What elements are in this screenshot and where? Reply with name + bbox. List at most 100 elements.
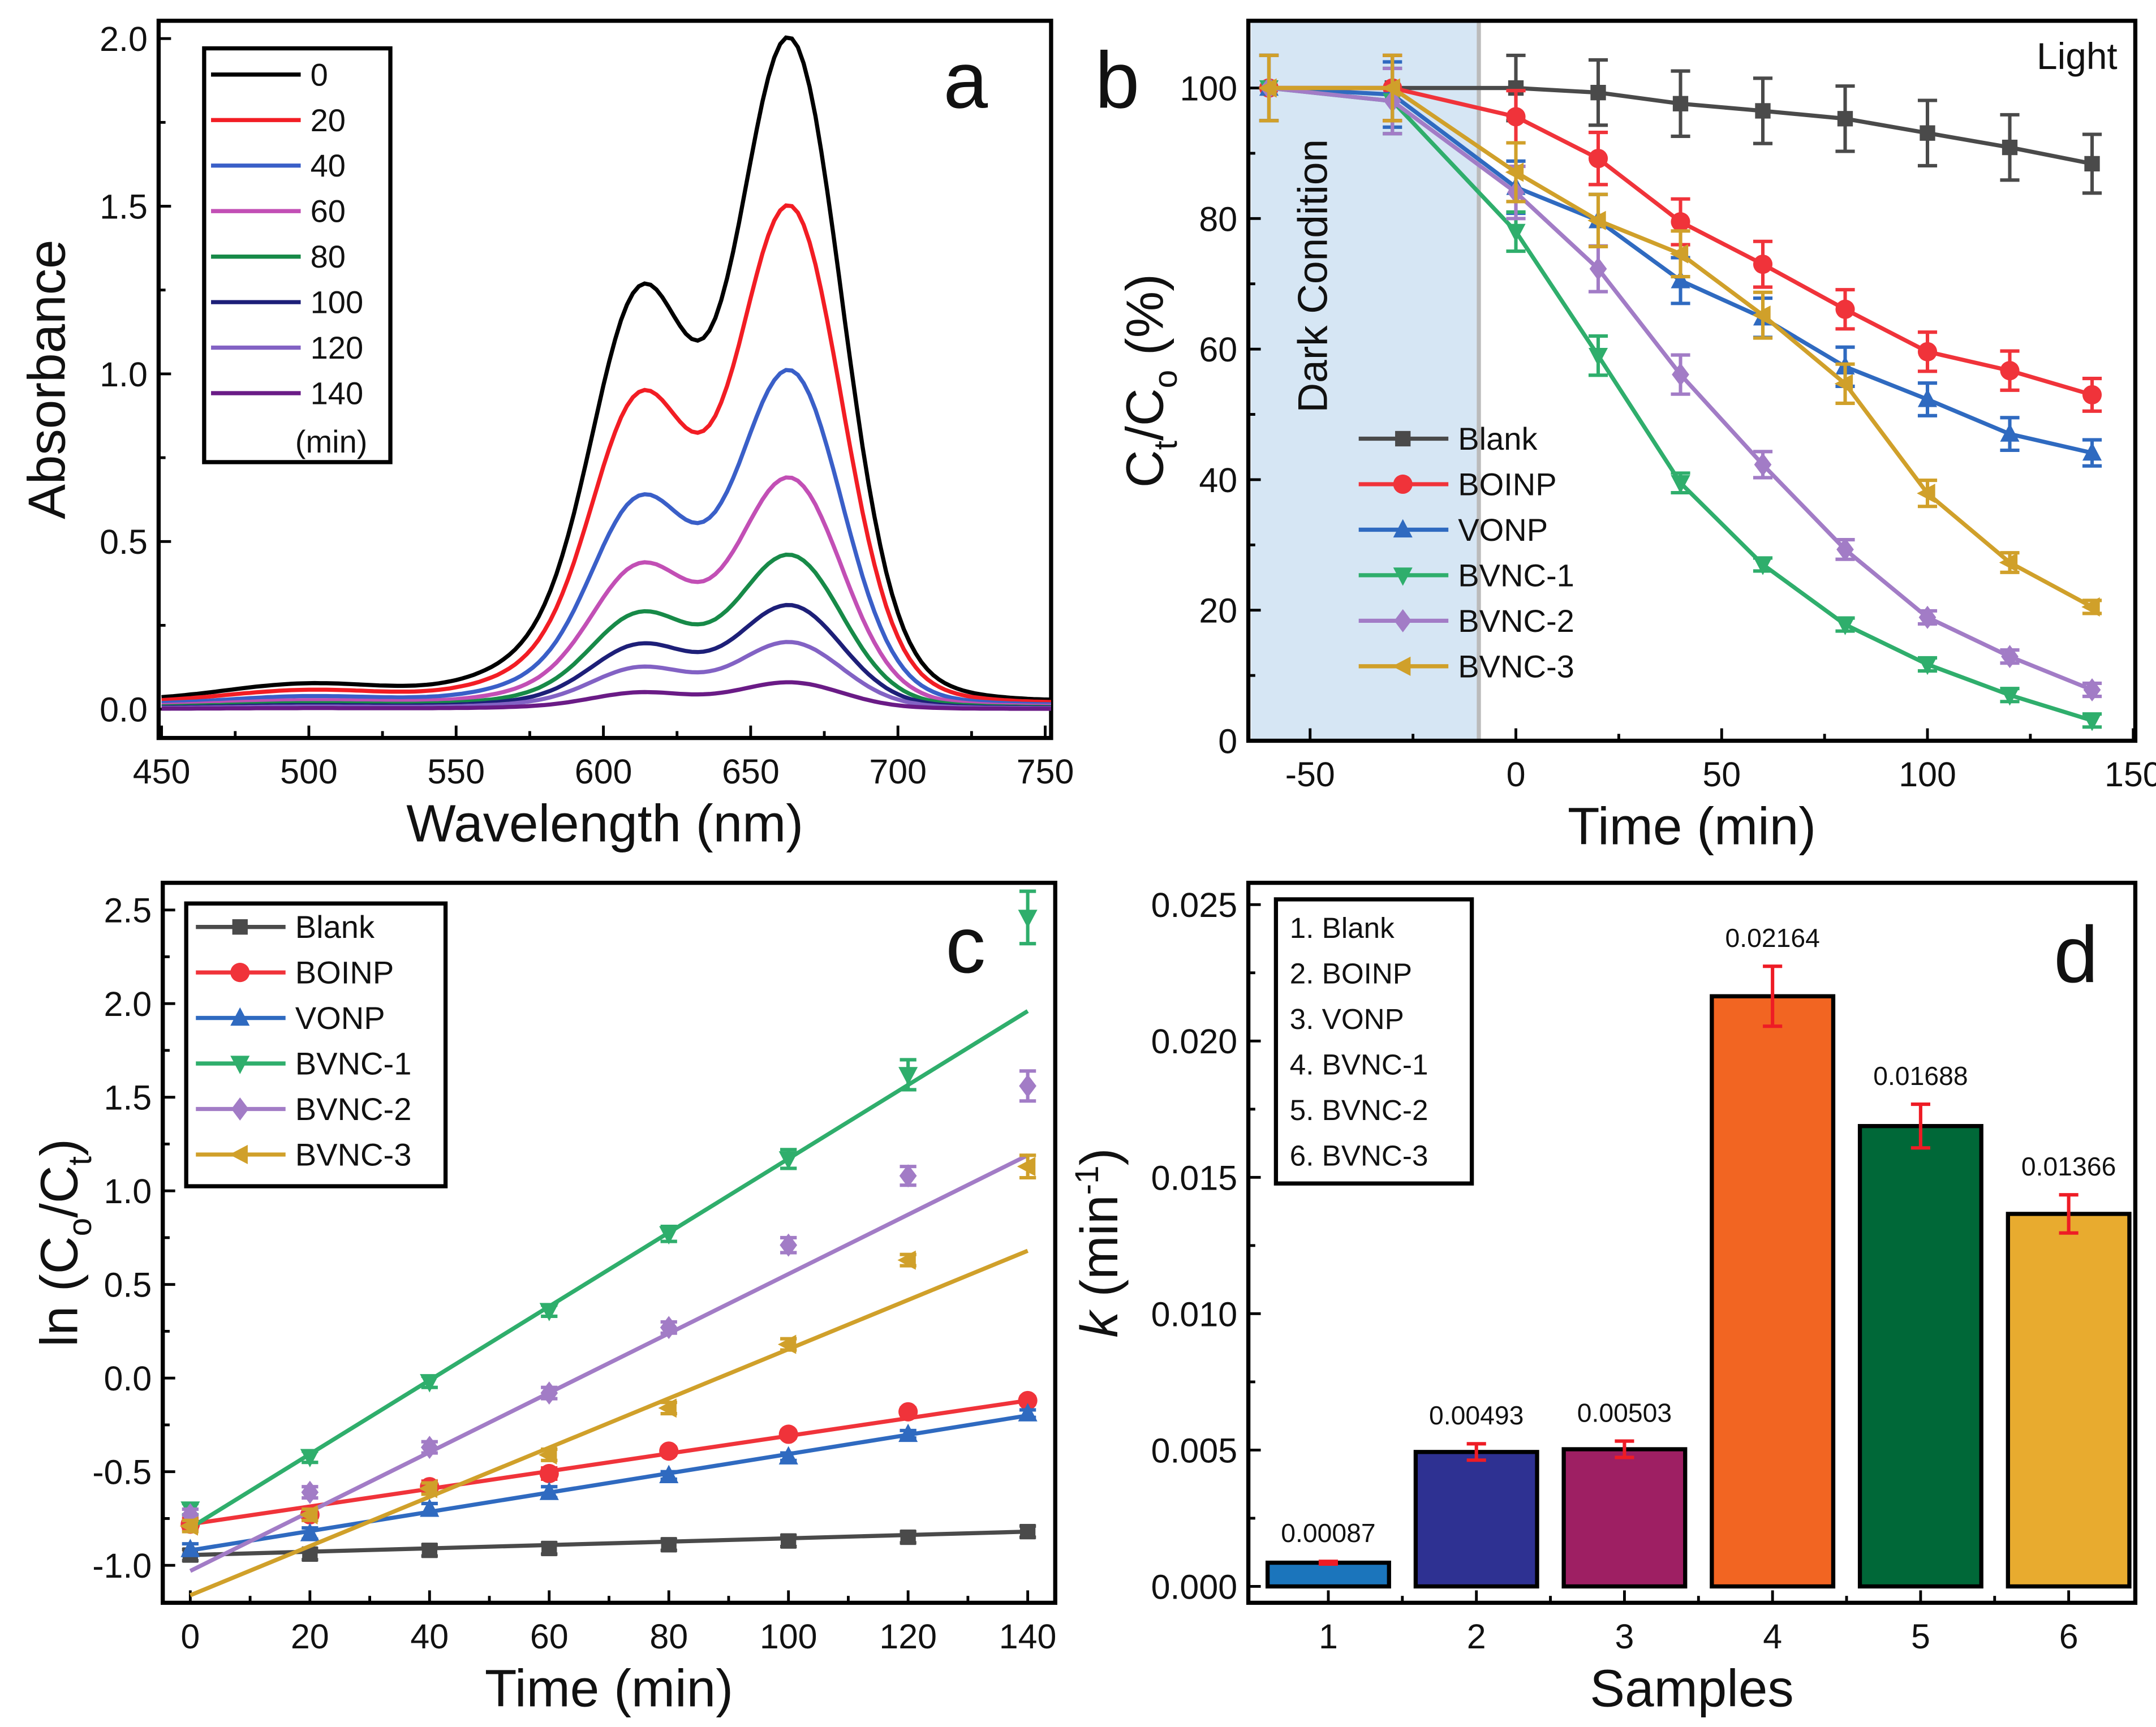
legend-label: Blank xyxy=(1458,421,1538,456)
y-tick-label: 0.0 xyxy=(104,1359,152,1398)
y-tick-label: 2.5 xyxy=(104,892,152,930)
x-axis-title: Wavelength (nm) xyxy=(406,794,803,852)
triangle-down-marker xyxy=(1393,567,1413,586)
spectrum-line-20 xyxy=(161,203,1052,704)
legend-frame xyxy=(1273,897,1474,1186)
y-tick-label: 0.000 xyxy=(1151,1567,1238,1606)
x-tick-label: 550 xyxy=(427,752,485,791)
error-bar xyxy=(2059,1193,2078,1235)
diamond-marker xyxy=(780,1233,798,1257)
legend-label: BOINP xyxy=(1458,466,1556,502)
triangle-left-marker xyxy=(1017,1157,1036,1177)
plot-frame xyxy=(156,19,1053,740)
dark-region xyxy=(1251,20,1479,741)
bar-sample-5 xyxy=(1857,1124,1983,1589)
circle-marker xyxy=(539,1463,559,1484)
x-tick-label: 140 xyxy=(999,1617,1057,1656)
x-tick-label: 4 xyxy=(1763,1617,1782,1656)
triangle-left-marker xyxy=(1669,244,1689,264)
panel-b: -50 0 50 100 150 0 20 40 60 80 100 Time (min) Ct/Co … xyxy=(1095,19,2156,855)
legend-label: VONP xyxy=(295,1000,385,1036)
triangle-down-marker xyxy=(1835,617,1855,635)
error-bar xyxy=(1763,964,1783,1028)
square-marker xyxy=(1672,96,1689,111)
legend-label: BOINP xyxy=(295,955,394,990)
triangle-up-marker xyxy=(1671,270,1690,288)
y-tick-label: 0 xyxy=(1218,722,1237,760)
legend-unit: (min) xyxy=(295,424,368,459)
panel-label: c xyxy=(945,900,986,989)
circle-marker xyxy=(1506,107,1526,127)
triangle-up-marker xyxy=(300,1523,320,1541)
square-marker xyxy=(1920,125,1935,141)
y-tick-label: 60 xyxy=(1199,330,1237,369)
series-VONP xyxy=(180,1403,1038,1557)
bar-sample-3 xyxy=(1561,1447,1688,1589)
x-axis-title: Time (min) xyxy=(485,1659,733,1717)
square-marker xyxy=(541,1540,557,1557)
panel-label: b xyxy=(1095,35,1140,124)
triangle-up-marker xyxy=(539,1481,559,1500)
bar-sample-1 xyxy=(1265,1560,1391,1589)
fit-line xyxy=(190,1413,1028,1553)
y-tick-label: 1.0 xyxy=(104,1172,152,1211)
triangle-down-marker xyxy=(1588,348,1608,367)
legend-label: 40 xyxy=(311,148,346,183)
triangle-left-marker xyxy=(1382,78,1400,98)
diamond-marker xyxy=(1394,609,1412,632)
circle-marker xyxy=(1018,1390,1038,1410)
x-tick-label: 500 xyxy=(280,752,338,791)
y-axis-title-part: /C xyxy=(30,1165,89,1218)
triangle-left-marker xyxy=(897,1250,916,1270)
y-axis-title-part: (%) xyxy=(1115,274,1174,370)
legend-entry: 1. Blank xyxy=(1290,912,1395,944)
y-axis-title-part: /C xyxy=(1115,388,1174,441)
square-marker xyxy=(232,919,248,935)
diamond-marker xyxy=(1918,605,1936,629)
triangle-down-marker xyxy=(539,1303,559,1321)
triangle-down-marker xyxy=(2082,713,2102,731)
triangle-left-marker xyxy=(1505,162,1524,182)
triangle-up-marker xyxy=(420,1498,440,1517)
triangle-left-marker xyxy=(1999,553,2018,572)
y-tick-label: 0.005 xyxy=(1151,1431,1238,1470)
y-axis-title-part: ) xyxy=(1070,1148,1129,1165)
legend-entry: 6. BVNC-3 xyxy=(1290,1139,1428,1172)
circle-marker xyxy=(2000,361,2020,381)
plot-frame xyxy=(1246,880,2138,1605)
diamond-marker xyxy=(1836,537,1854,561)
triangle-left-marker xyxy=(1258,78,1277,98)
triangle-down-marker xyxy=(420,1374,440,1393)
diamond-marker xyxy=(231,1097,249,1121)
legend-label: VONP xyxy=(1458,512,1548,548)
circle-marker xyxy=(1588,149,1608,169)
panel-c: 0 20 40 60 80 100 120 140 -1.0 -0.5 0.0 0.5 1.0 1.5 2.… xyxy=(30,880,1057,1717)
fit-line xyxy=(189,1248,1029,1597)
legend-label: BVNC-2 xyxy=(295,1091,412,1127)
series-BOINP xyxy=(1259,53,2102,413)
y-tick-label: 2.0 xyxy=(104,985,152,1023)
x-tick-label: 700 xyxy=(869,752,927,791)
y-axis-title-part: ) xyxy=(30,1139,89,1156)
triangle-down-marker xyxy=(1753,557,1773,575)
x-tick-label: -50 xyxy=(1285,755,1335,794)
triangle-down-marker xyxy=(1671,475,1690,494)
triangle-left-marker xyxy=(538,1445,557,1465)
x-tick-label: 120 xyxy=(879,1617,937,1656)
square-marker xyxy=(421,1543,437,1558)
triangle-down-marker xyxy=(778,1151,798,1170)
legend-frame xyxy=(184,901,448,1188)
triangle-left-marker xyxy=(2081,597,2100,617)
y-tick-label: 1.0 xyxy=(100,355,148,394)
series-line xyxy=(1269,85,2093,609)
diamond-marker xyxy=(301,1480,319,1504)
y-axis-title-part: C xyxy=(1115,450,1174,488)
y-tick-label: 0.010 xyxy=(1151,1295,1238,1333)
diamond-marker xyxy=(181,1503,199,1527)
square-marker xyxy=(1755,103,1771,119)
y-axis-title: k (min-1) xyxy=(1069,1148,1129,1337)
legend-label: BVNC-1 xyxy=(1458,557,1574,593)
triangle-up-marker xyxy=(778,1446,798,1465)
error-bar xyxy=(1615,1439,1634,1459)
legend-label: 120 xyxy=(311,330,364,365)
